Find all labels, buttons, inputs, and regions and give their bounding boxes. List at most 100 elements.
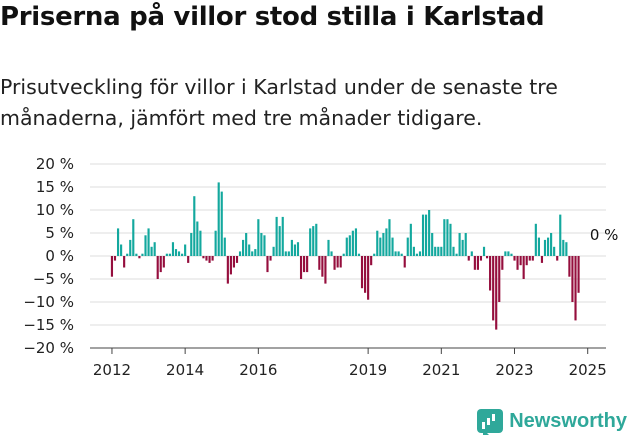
subtitle-line-1: Prisutveckling för villor i Karlstad und… [0,75,558,99]
bar [354,228,358,256]
bar [110,256,114,277]
bar [290,239,293,256]
bar [281,216,284,256]
bar [537,237,540,256]
bar [559,214,562,256]
y-tick-label: 20 % [36,155,74,173]
bar [336,256,339,268]
bar [135,253,138,256]
bar [418,251,422,256]
bar [489,256,492,291]
bar [394,251,397,256]
bar [199,230,202,256]
bar [132,219,135,256]
bar [260,233,263,256]
bar [415,253,418,256]
bar [428,210,431,256]
bar [113,256,117,261]
bar [519,256,522,266]
bar [226,256,229,284]
brand-logo: Newsworthy [477,409,627,435]
x-tick-label: 2016 [239,361,277,379]
bar [190,233,193,256]
bar [327,239,330,256]
y-tick-label: 5 % [45,224,74,242]
bar [263,235,266,256]
bar [370,256,373,266]
x-tick-label: 2012 [93,361,131,379]
bar [437,246,440,256]
brand-name: Newsworthy [509,409,627,432]
bar [348,235,351,256]
latest-value-annotation: 0 % [590,226,619,244]
bar [421,214,425,256]
bar [431,233,434,256]
bar [138,256,141,259]
x-tick-label: 2025 [569,361,607,379]
x-tick-label: 2014 [166,361,204,379]
bar [546,237,550,256]
bar [232,256,236,268]
bar [482,246,486,256]
x-tick-label: 2021 [422,361,460,379]
bar [205,256,208,261]
bar [550,233,553,256]
bar [193,196,196,256]
bar [156,256,159,279]
bar [507,251,510,256]
bar [321,256,324,277]
y-tick-label: −15 % [23,316,74,334]
x-tick-label: 2023 [495,361,533,379]
bar [296,242,300,256]
bar [196,221,199,256]
bar [522,256,525,279]
bar [223,237,226,256]
bar [116,228,120,256]
bar [440,246,443,256]
bar [473,256,476,270]
bar [306,256,309,273]
bar [242,239,245,256]
bar [367,256,370,300]
bar [144,235,147,256]
bar-series [110,182,580,330]
bar [525,256,528,266]
bar [254,249,257,256]
bar [571,256,574,302]
bar [543,239,547,256]
bar [324,256,327,284]
bar [275,216,278,256]
bar [211,256,214,261]
bar [315,223,318,256]
bar [293,244,297,256]
bar [351,230,354,256]
y-tick-label: 10 % [36,201,74,219]
x-tick-label: 2019 [349,361,387,379]
bar [235,256,239,263]
bar [257,219,260,256]
y-tick-label: −20 % [23,339,74,357]
bar [492,256,495,321]
bar [513,256,516,261]
bar [556,256,559,261]
bar [360,256,364,289]
y-tick-label: 15 % [36,178,74,196]
bar [287,251,290,256]
y-axis: 20 % 15 % 10 % 5 % 0 % −5 % −10 % −15 % −20 % [23,155,74,357]
bar [269,256,272,261]
bar [171,242,175,256]
bar [382,233,385,256]
bar [391,237,394,256]
bar [568,256,571,277]
bar [123,256,126,268]
bar [181,253,184,256]
bar [461,239,464,256]
bar [470,251,473,256]
bar [312,226,315,256]
bar [318,256,321,270]
bar [177,251,181,256]
bar [495,256,498,330]
bar [278,226,281,256]
bar [388,219,391,256]
bar [174,249,178,256]
